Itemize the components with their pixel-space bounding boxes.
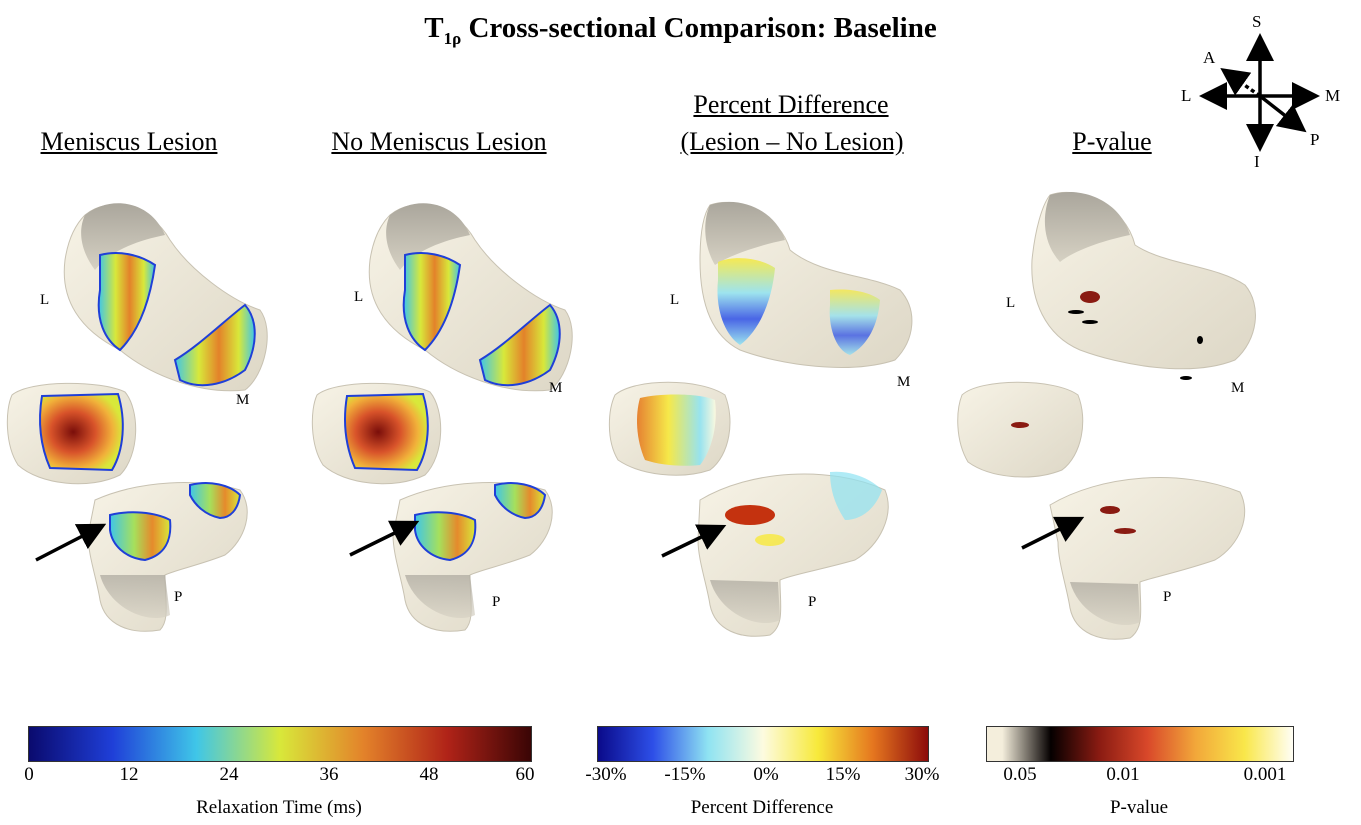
anatomy-label-medial-4: M <box>1231 380 1245 396</box>
p-spot-3 <box>1100 506 1120 514</box>
colorbar-percent-difference <box>597 726 929 762</box>
compass-label-inferior: I <box>1254 152 1260 171</box>
anatomy-label-lateral-3: L <box>670 292 680 308</box>
lesion-arrow-2 <box>349 520 420 557</box>
compass-label-superior: S <box>1252 12 1262 31</box>
panel-p-value <box>957 191 1256 640</box>
anatomy-label-lateral-4: L <box>1006 295 1016 311</box>
compass-label-anterior: A <box>1203 48 1216 67</box>
column-header-no-meniscus-lesion: No Meniscus Lesion <box>331 127 547 156</box>
anatomy-label-posterior-3: P <box>808 594 817 610</box>
colorbar-relaxation-time <box>28 726 532 762</box>
title-subscript: 1ρ <box>443 28 462 48</box>
column-header-percent-difference: Percent Difference <box>693 90 889 119</box>
compass-label-lateral: L <box>1181 86 1192 105</box>
colorbar-p-value <box>986 726 1294 762</box>
title-rest: Cross-sectional Comparison: Baseline <box>461 12 937 44</box>
anatomy-label-medial-3: M <box>897 374 911 390</box>
title-main: T <box>424 12 444 44</box>
lesion-arrow-3 <box>661 524 727 558</box>
colorbar2-tick-neg15: -15% <box>664 764 706 785</box>
panel-meniscus-lesion <box>6 203 268 632</box>
diff-hotspot <box>725 505 775 525</box>
column-header-lesion-minus-no-lesion: (Lesion – No Lesion) <box>680 127 904 156</box>
colorbar1-title: Relaxation Time (ms) <box>196 797 362 818</box>
colorbar1-tick-0: 0 <box>24 764 34 785</box>
colorbar2-tick-15: 15% <box>825 764 861 785</box>
p-spot-1 <box>1080 291 1100 303</box>
anatomy-label-medial-2: M <box>549 380 563 396</box>
colorbar1-tick-12: 12 <box>119 764 139 785</box>
posterior-arrow <box>1258 94 1307 133</box>
colorbar2-tick-30: 30% <box>904 764 940 785</box>
compass-label-medial: M <box>1325 86 1341 105</box>
colorbar3-title: P-value <box>1109 797 1169 818</box>
anatomy-label-posterior-1: P <box>174 589 183 605</box>
anatomy-label-lateral-2: L <box>354 289 364 305</box>
colorbar1-tick-36: 36 <box>319 764 339 785</box>
p-spot-2 <box>1011 422 1029 428</box>
panel-no-meniscus-lesion <box>311 203 573 632</box>
anatomy-label-posterior-2: P <box>492 594 501 610</box>
anatomy-label-medial-1: M <box>236 392 250 408</box>
colorbar2-tick-neg30: -30% <box>585 764 627 785</box>
colorbar2-tick-0: 0% <box>753 764 779 785</box>
colorbar3-tick-005: 0.05 <box>1003 764 1037 785</box>
colorbar1-tick-24: 24 <box>219 764 239 785</box>
colorbar3-tick-001: 0.01 <box>1106 764 1140 785</box>
compass-label-posterior: P <box>1310 130 1320 149</box>
colorbar1-tick-48: 48 <box>419 764 439 785</box>
colorbar2-title: Percent Difference <box>690 797 834 818</box>
lesion-arrow-4 <box>1021 516 1085 550</box>
anatomy-label-lateral-1: L <box>40 292 50 308</box>
panel-percent-difference <box>608 201 913 637</box>
figure-title: T1ρ Cross-sectional Comparison: Baseline <box>0 12 1361 49</box>
lesion-arrow-1 <box>35 523 107 562</box>
column-header-p-value: P-value <box>1072 127 1152 156</box>
anatomy-label-posterior-4: P <box>1163 589 1172 605</box>
colorbar3-tick-0001: 0.001 <box>1243 764 1287 785</box>
column-header-meniscus-lesion: Meniscus Lesion <box>40 127 218 156</box>
colorbar1-tick-60: 60 <box>515 764 535 785</box>
